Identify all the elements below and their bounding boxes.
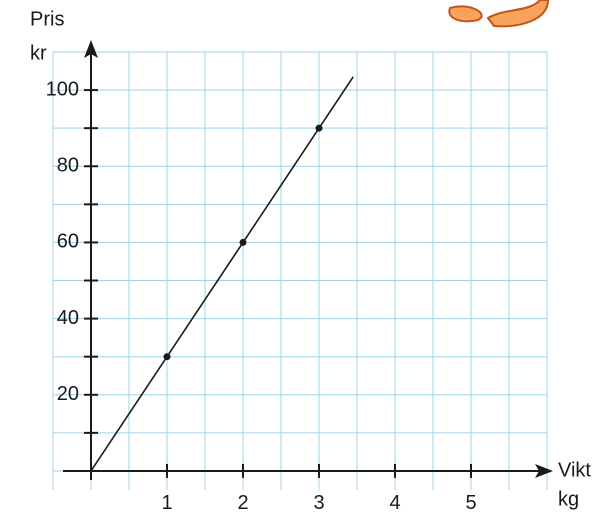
data-point [315, 124, 323, 132]
y-tick-label: 80 [57, 155, 79, 177]
y-label: Pris [30, 8, 64, 30]
y-unit: kr [30, 42, 47, 64]
grid [52, 51, 548, 490]
x-tick-label: 2 [237, 492, 248, 514]
x-tick-label: 4 [389, 492, 400, 514]
y-tick-label: 40 [57, 307, 79, 329]
data-point [163, 353, 171, 361]
data-line [90, 76, 354, 472]
y-tick-label: 100 [46, 78, 79, 100]
y-tick-label: 60 [57, 231, 79, 253]
x-axis-arrow [535, 463, 553, 478]
cartoon-feet [448, 0, 550, 28]
x-label: Vikt [558, 459, 591, 481]
x-tick-label: 5 [465, 492, 476, 514]
x-unit: kg [558, 488, 579, 510]
x-tick-label: 1 [161, 492, 172, 514]
y-axis-arrow [84, 40, 98, 58]
y-tick-label: 20 [57, 383, 79, 405]
x-tick-label: 3 [313, 492, 324, 514]
data-point [239, 238, 247, 246]
